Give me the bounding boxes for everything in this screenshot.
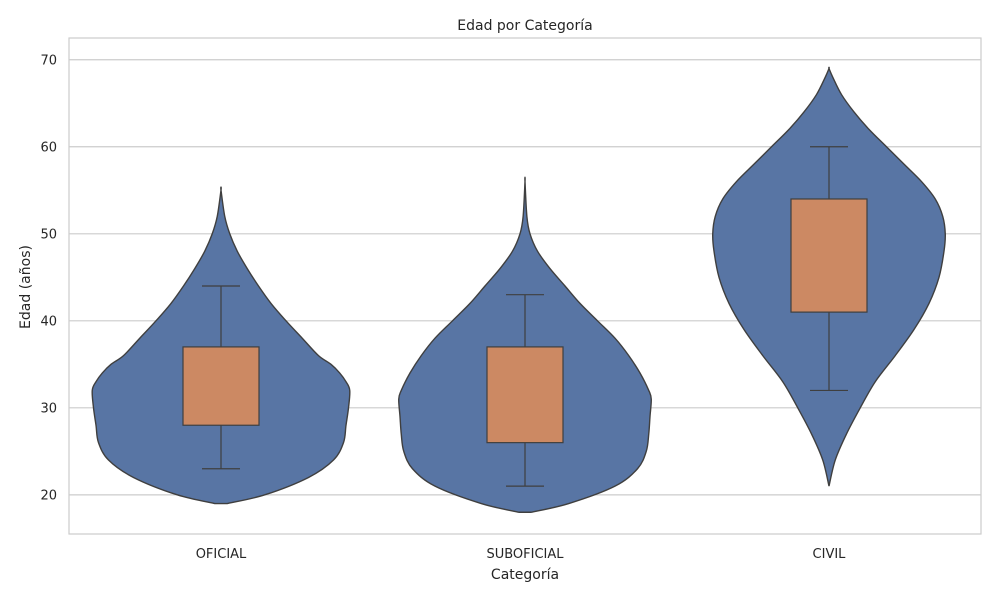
y-tick-label: 70 bbox=[40, 53, 57, 68]
box-civil bbox=[790, 198, 868, 313]
y-axis-label: Edad (años) bbox=[18, 245, 34, 329]
box-oficial bbox=[182, 346, 260, 426]
box-suboficial bbox=[486, 346, 564, 444]
y-tick-label: 50 bbox=[40, 227, 57, 242]
x-tick-label: SUBOFICIAL bbox=[486, 547, 564, 562]
x-axis-label: Categoría bbox=[491, 567, 559, 583]
y-tick-label: 60 bbox=[40, 140, 57, 155]
y-tick-label: 20 bbox=[40, 488, 57, 503]
x-tick-labels: OFICIAL SUBOFICIAL CIVIL bbox=[196, 547, 846, 562]
y-tick-labels: 20 30 40 50 60 70 bbox=[40, 53, 57, 503]
box-plots bbox=[182, 146, 868, 487]
y-tick-label: 40 bbox=[40, 314, 57, 329]
x-tick-label: CIVIL bbox=[813, 547, 847, 562]
y-tick-label: 30 bbox=[40, 401, 57, 416]
plot-frame bbox=[68, 37, 982, 535]
x-tick-label: OFICIAL bbox=[196, 547, 247, 562]
chart-title: Edad por Categoría bbox=[457, 18, 592, 34]
